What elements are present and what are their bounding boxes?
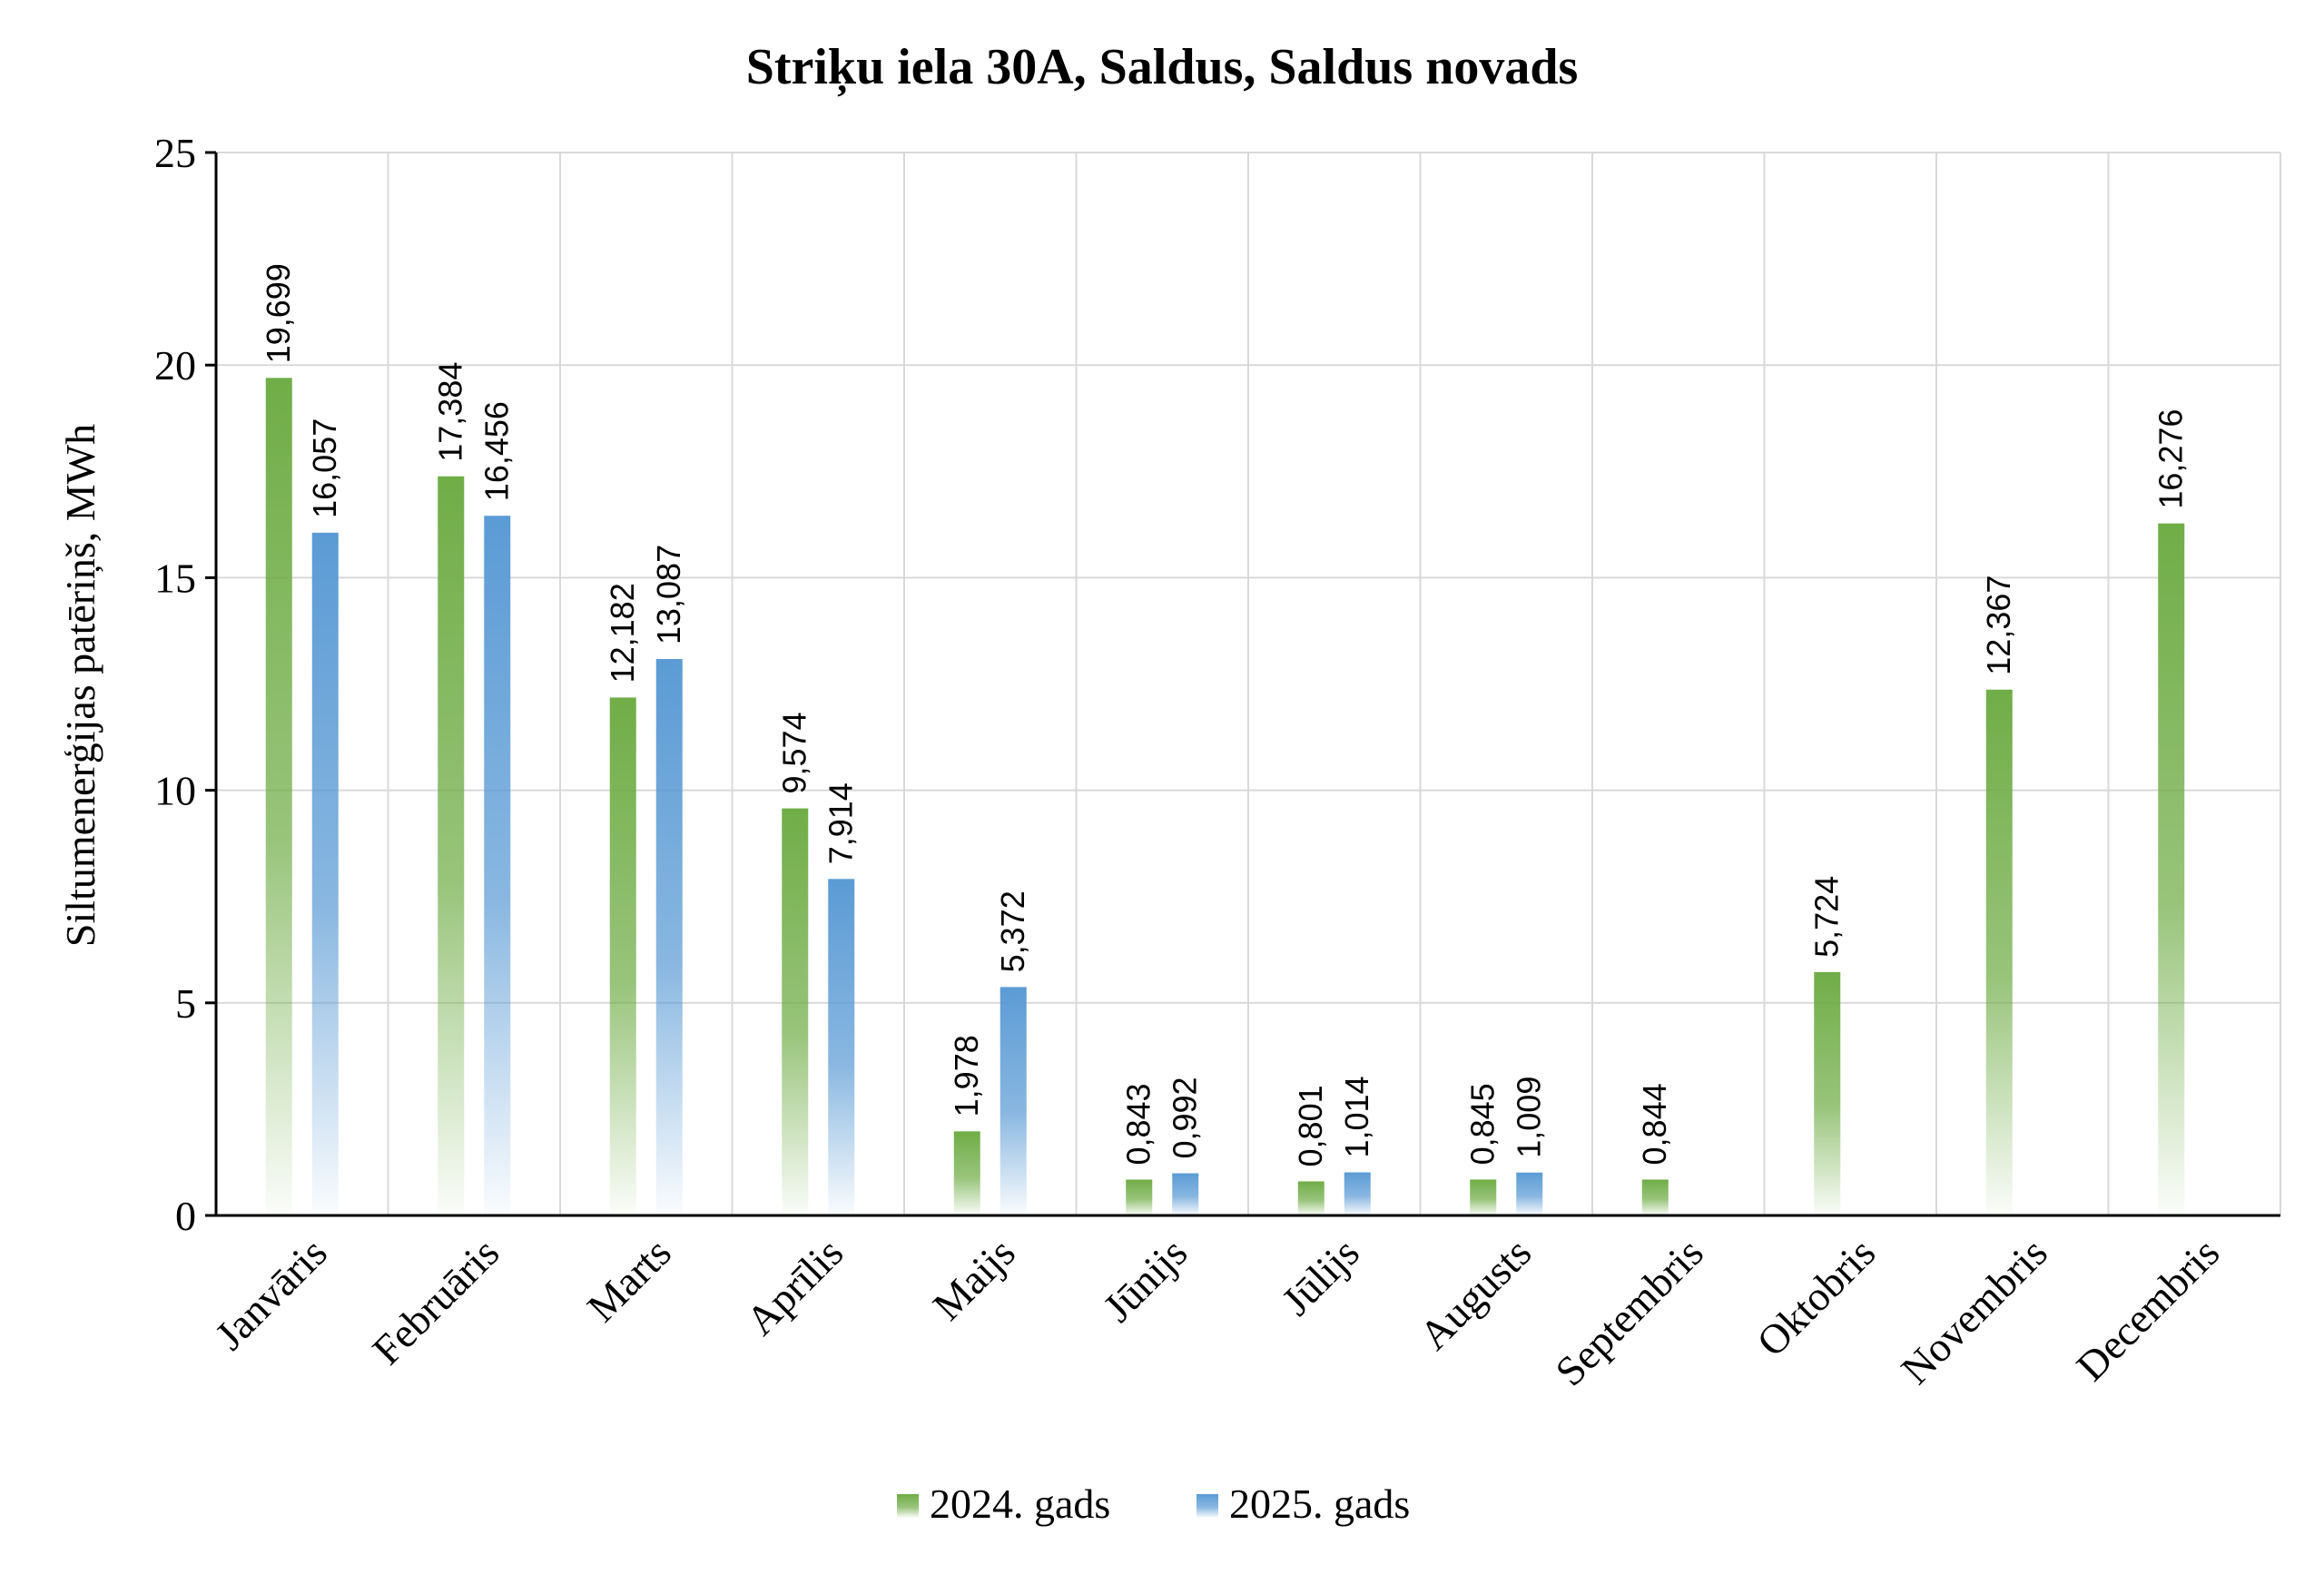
bar-2024-10 bbox=[1985, 689, 2013, 1215]
x-tick-label: Aprīlis bbox=[737, 1229, 852, 1343]
data-label: 0,844 bbox=[1636, 1083, 1673, 1165]
legend-entry: 2025. gads bbox=[1229, 1481, 1410, 1527]
y-tick-label: 5 bbox=[175, 980, 196, 1027]
bar-2025-2 bbox=[655, 659, 683, 1215]
bar-2025-0 bbox=[311, 532, 339, 1215]
y-tick-label: 20 bbox=[154, 342, 196, 389]
y-tick-label: 25 bbox=[154, 130, 196, 176]
data-label: 12,182 bbox=[604, 583, 641, 683]
chart-title: Striķu iela 30A, Saldus, Saldus novads bbox=[746, 39, 1579, 97]
legend: 2024. gads 2025. gads bbox=[897, 1481, 1410, 1527]
legend-entry: 2024. gads bbox=[930, 1481, 1110, 1527]
bar-2024-1 bbox=[438, 476, 465, 1215]
bar-2024-0 bbox=[265, 378, 292, 1215]
bar-2024-2 bbox=[609, 697, 636, 1215]
bar-2025-4 bbox=[1000, 987, 1027, 1215]
data-label: 0,801 bbox=[1292, 1085, 1329, 1166]
bar-2025-3 bbox=[828, 879, 855, 1215]
x-tick-label: Februāris bbox=[363, 1229, 507, 1373]
y-tick-label: 10 bbox=[154, 768, 196, 814]
y-tick-label: 15 bbox=[154, 555, 196, 601]
bar-2024-9 bbox=[1814, 971, 1841, 1215]
x-tick-label: Augusts bbox=[1411, 1229, 1541, 1359]
legend-swatch bbox=[1196, 1494, 1218, 1518]
bar-2024-3 bbox=[782, 808, 809, 1215]
bars-layer bbox=[265, 378, 2185, 1215]
data-label: 7,914 bbox=[822, 782, 860, 864]
data-labels-layer: 19,699 17,384 12,182 9,574 1,978 0,843 0,801 0,… bbox=[260, 263, 2190, 1166]
legend-swatch bbox=[897, 1494, 919, 1518]
data-label: 19,699 bbox=[260, 263, 297, 363]
data-label: 17,384 bbox=[432, 362, 469, 462]
x-tick-label: Jūnijs bbox=[1094, 1229, 1196, 1331]
data-label: 1,009 bbox=[1511, 1077, 1548, 1158]
bar-2024-5 bbox=[1126, 1179, 1153, 1215]
data-label: 1,978 bbox=[948, 1035, 985, 1117]
data-label: 9,574 bbox=[776, 712, 813, 793]
x-tick-label: Novembris bbox=[1892, 1229, 2056, 1393]
data-label: 16,276 bbox=[2152, 409, 2190, 509]
bar-2024-4 bbox=[953, 1131, 980, 1215]
axes-layer bbox=[214, 152, 2280, 1217]
data-label: 0,843 bbox=[1120, 1083, 1157, 1165]
bar-2024-7 bbox=[1470, 1179, 1497, 1215]
x-tick-label: Maijs bbox=[924, 1229, 1024, 1329]
data-label: 13,087 bbox=[650, 545, 687, 644]
bar-2024-8 bbox=[1641, 1179, 1669, 1215]
x-tick-label: Marts bbox=[578, 1229, 680, 1331]
x-tick-label: Oktobris bbox=[1748, 1229, 1884, 1365]
data-label: 16,057 bbox=[306, 418, 343, 518]
data-label: 5,724 bbox=[1808, 876, 1846, 958]
bar-2024-6 bbox=[1297, 1181, 1324, 1215]
y-axis-label: Siltumenerģijas patēriņš, MWh bbox=[57, 424, 103, 947]
data-label: 0,845 bbox=[1464, 1083, 1502, 1165]
data-label: 16,456 bbox=[478, 401, 516, 501]
bar-2024-11 bbox=[2158, 523, 2185, 1215]
x-tick-label: Decembris bbox=[2067, 1229, 2228, 1390]
data-label: 0,992 bbox=[1167, 1077, 1204, 1158]
x-tick-label: Janvāris bbox=[206, 1229, 336, 1359]
data-label: 12,367 bbox=[1980, 576, 2017, 675]
x-tick-label: Septembris bbox=[1546, 1229, 1711, 1394]
grid-layer bbox=[216, 152, 2281, 1215]
bar-2025-1 bbox=[484, 516, 511, 1215]
y-tick-label: 0 bbox=[175, 1193, 196, 1239]
x-tick-label: Jūlijs bbox=[1273, 1229, 1368, 1324]
data-label: 5,372 bbox=[994, 890, 1031, 972]
data-label: 1,014 bbox=[1338, 1076, 1375, 1157]
bar-2025-5 bbox=[1172, 1173, 1199, 1215]
bar-2025-6 bbox=[1344, 1172, 1371, 1215]
bar-2025-7 bbox=[1516, 1172, 1543, 1215]
